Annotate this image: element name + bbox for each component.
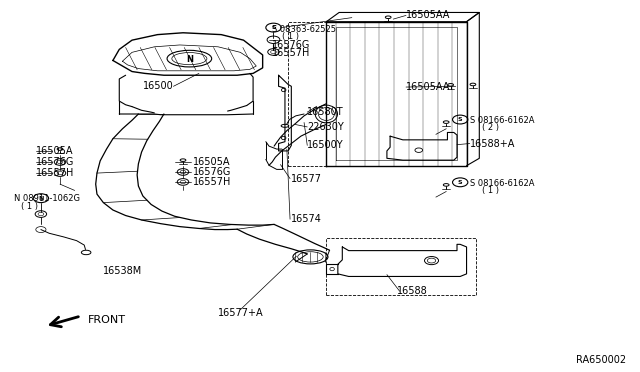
- Text: 16588: 16588: [396, 286, 428, 296]
- Text: 16574: 16574: [291, 214, 322, 224]
- Text: S: S: [271, 25, 276, 30]
- Text: RA650002: RA650002: [576, 355, 626, 365]
- Text: ( 1 ): ( 1 ): [483, 186, 499, 195]
- Text: ( 1 ): ( 1 ): [20, 202, 38, 211]
- Text: N: N: [186, 55, 193, 64]
- Text: S: S: [458, 180, 463, 185]
- Text: 22630Y: 22630Y: [307, 122, 344, 132]
- Text: 16505A: 16505A: [193, 157, 230, 167]
- Text: 16557H: 16557H: [193, 177, 231, 187]
- Text: 16576G: 16576G: [272, 39, 310, 49]
- Text: S 08166-6162A: S 08166-6162A: [470, 179, 534, 187]
- Text: 16557H: 16557H: [36, 168, 75, 178]
- Text: 16576G: 16576G: [193, 167, 231, 177]
- Text: 16588+A: 16588+A: [470, 138, 515, 148]
- Text: 16576G: 16576G: [36, 157, 75, 167]
- Text: 16557H: 16557H: [272, 48, 310, 58]
- Text: 16505AA: 16505AA: [406, 10, 451, 20]
- Text: 16505A: 16505A: [36, 146, 74, 156]
- Text: N: N: [38, 196, 44, 201]
- Text: S: S: [458, 117, 463, 122]
- Text: 16500Y: 16500Y: [307, 140, 344, 150]
- Text: ( 2 ): ( 2 ): [483, 123, 499, 132]
- Text: 16577: 16577: [291, 174, 323, 184]
- Text: ( 1 ): ( 1 ): [282, 32, 299, 41]
- Text: 16577+A: 16577+A: [218, 308, 263, 318]
- Text: N 08911-1062G: N 08911-1062G: [14, 195, 80, 203]
- Text: S 08363-62525: S 08363-62525: [272, 25, 336, 33]
- Text: FRONT: FRONT: [88, 315, 125, 325]
- Text: 16505AA: 16505AA: [406, 82, 451, 92]
- Text: 16538M: 16538M: [103, 266, 142, 276]
- Text: S 08166-6162A: S 08166-6162A: [470, 116, 534, 125]
- Text: 16580T: 16580T: [307, 107, 344, 117]
- Text: 16500: 16500: [143, 81, 173, 91]
